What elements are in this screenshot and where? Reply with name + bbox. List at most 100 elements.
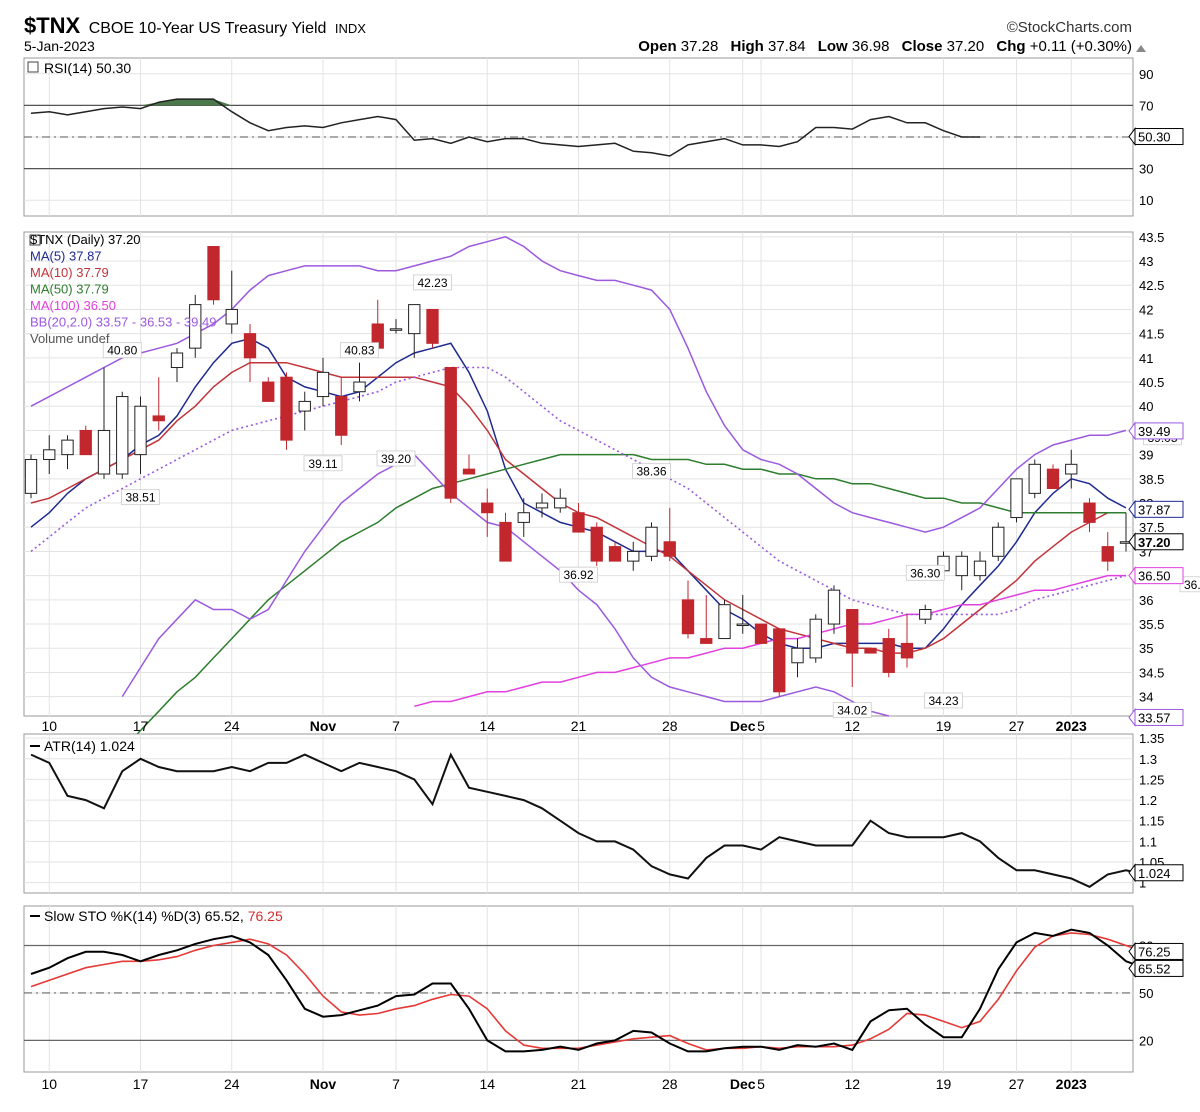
candle-body	[608, 546, 622, 562]
price-axis-tick-label: 42.5	[1139, 278, 1164, 293]
bottom-x-tick-label: 21	[571, 1076, 587, 1092]
candle-body	[134, 405, 147, 456]
candle-body	[1028, 463, 1041, 494]
atr-axis-tick-label: 1.15	[1139, 814, 1164, 829]
price-x-tick-label: 21	[571, 718, 587, 734]
price-x-tick-label: 2023	[1056, 718, 1087, 734]
stochastic-k-tag-pointer	[1128, 958, 1136, 978]
stochastic-axis-tick-label: 50	[1139, 986, 1153, 1001]
price-axis-tick-label: 39	[1139, 448, 1153, 463]
candle-body	[1101, 546, 1114, 562]
atr-axis-tick-label: 1.1	[1139, 834, 1157, 849]
rsi-legend: RSI(14) 50.30	[44, 60, 131, 76]
candle-body	[170, 352, 184, 369]
candle-body	[791, 647, 804, 664]
exchange-label: INDX	[334, 21, 366, 36]
candle-body	[353, 381, 366, 393]
price-axis-tick-label: 35.5	[1139, 617, 1164, 632]
candle-body	[43, 449, 56, 460]
close-value: 37.20	[946, 38, 985, 55]
price-annotation-box	[413, 274, 452, 291]
price-axis-tick-label: 35	[1139, 641, 1153, 656]
symbol: $TNX	[24, 13, 81, 38]
price-axis-tick-label: 40.5	[1139, 375, 1164, 390]
price-legend-item: MA(50) 37.79	[30, 282, 109, 297]
candle-body	[809, 618, 822, 659]
candle-body	[590, 526, 603, 562]
stochastic-k-tag: 65.52	[1138, 961, 1171, 976]
price-annotation: 38.36	[636, 465, 666, 479]
price-legend-item: MA(100) 36.50	[30, 298, 116, 313]
price-legend-icon	[29, 234, 41, 246]
price-value-tag-pointer	[1128, 499, 1136, 519]
candle-body	[79, 429, 92, 456]
bb-upper-line	[30, 235, 1127, 533]
price-value-tag-pointer	[1128, 566, 1136, 586]
rsi-axis-tick-label: 10	[1139, 193, 1153, 208]
price-x-tick-label: 7	[392, 718, 400, 734]
price-value-tag: 39.49	[1138, 424, 1171, 439]
price-value-tag: 36.50	[1138, 569, 1171, 584]
low-value: 36.98	[851, 38, 890, 55]
candle-body	[773, 628, 786, 693]
price-axis-tick-label: 36	[1139, 593, 1153, 608]
stochastic-d-tag-pointer	[1128, 941, 1136, 961]
price-annotation: 36.92	[563, 568, 593, 582]
bottom-x-tick-label: Dec	[730, 1076, 756, 1092]
candle-body	[116, 396, 129, 475]
price-x-tick-label: 10	[41, 718, 57, 734]
stochastic-k-line	[30, 928, 1145, 1053]
candle-body	[919, 609, 932, 620]
price-axis-tick-label: 41.5	[1139, 327, 1164, 342]
rsi-axis-tick-label: 70	[1139, 98, 1153, 113]
price-legend-item: MA(5) 37.87	[30, 249, 102, 264]
candle-body	[700, 638, 713, 644]
candle-body	[663, 541, 676, 557]
stochastic-legend-d: 76.25	[248, 908, 283, 924]
candle-body	[882, 638, 895, 673]
price-annotation: 39.11	[308, 457, 337, 471]
candle-body	[1010, 478, 1023, 519]
bottom-x-tick-label: 24	[224, 1076, 240, 1092]
candle-body	[97, 429, 111, 475]
rsi-legend-icon	[27, 61, 39, 73]
atr-axis-tick-label: 1	[1139, 876, 1146, 891]
candle-body	[335, 396, 348, 436]
ma-100--line	[414, 574, 1126, 708]
rsi-value-tag-pointer	[1128, 127, 1136, 147]
candle-body	[426, 308, 439, 344]
candle-body	[955, 555, 968, 577]
candle-body	[280, 376, 293, 441]
candle-body	[316, 371, 330, 398]
price-axis-tick-label: 38.5	[1139, 472, 1164, 487]
price-value-tag: 37.20	[1138, 535, 1171, 550]
ohlc-summary: Open 37.28 High 37.84 Low 36.98 Close 37…	[638, 38, 1132, 55]
candle-body	[535, 502, 549, 509]
rsi-value-tag: 50.30	[1138, 130, 1171, 145]
price-legend-item: BB(20,2.0) 33.57 - 36.53 - 39.49	[30, 315, 216, 330]
rsi-overbought-fill	[140, 99, 232, 106]
price-axis-tick-label: 42	[1139, 302, 1153, 317]
candle-body	[389, 328, 403, 331]
rsi-axis-tick-label: 90	[1139, 67, 1153, 82]
candle-body	[681, 599, 695, 635]
chart-date: 5-Jan-2023	[24, 38, 95, 54]
price-x-tick-label: 24	[224, 718, 240, 734]
candle-body	[207, 246, 220, 301]
bottom-x-tick-label: 19	[936, 1076, 952, 1092]
candle-body	[645, 526, 658, 557]
brand-watermark: ©StockCharts.com	[1006, 19, 1132, 36]
candle-body	[992, 526, 1005, 557]
atr-line	[30, 752, 1145, 888]
candle-body	[481, 502, 494, 514]
chart-header-title: $TNX CBOE 10-Year US Treasury Yield INDX	[24, 13, 366, 39]
stochastic-d-tag: 76.25	[1138, 944, 1171, 959]
bottom-x-tick-label: 27	[1009, 1076, 1025, 1092]
stochastic-axis-tick-label: 20	[1139, 1033, 1153, 1048]
price-annotation: 38.51	[125, 491, 155, 505]
price-annotation-box	[102, 342, 142, 359]
price-annotation-box	[559, 566, 598, 583]
candle-body	[243, 333, 257, 359]
atr-value-tag: 1.024	[1138, 866, 1171, 881]
price-annotation-box	[376, 450, 416, 467]
